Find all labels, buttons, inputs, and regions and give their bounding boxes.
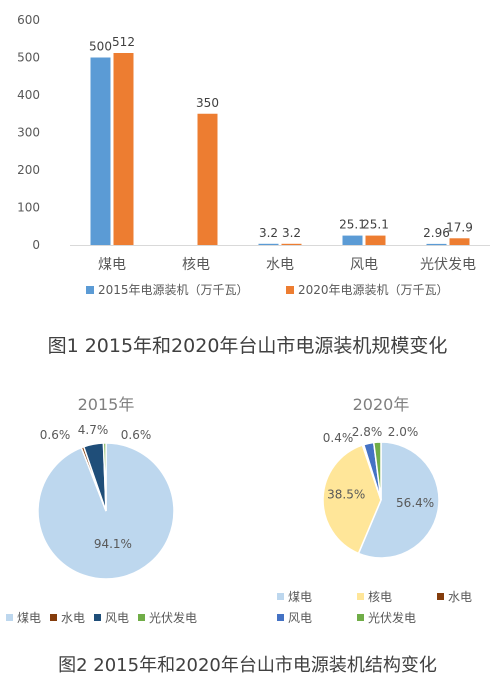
pie-data-label: 2.8% bbox=[352, 425, 383, 439]
legend-swatch bbox=[277, 614, 284, 621]
pie-data-label: 94.1% bbox=[94, 537, 132, 551]
x-tick-label: 核电 bbox=[182, 257, 210, 273]
legend-label: 风电 bbox=[105, 611, 129, 625]
pie-data-label: 4.7% bbox=[78, 423, 109, 437]
legend-swatch bbox=[357, 593, 364, 600]
legend-label: 风电 bbox=[288, 611, 312, 625]
bar-value-label: 3.2 bbox=[282, 226, 301, 240]
bar-value-label: 500 bbox=[89, 40, 112, 54]
pie-slice bbox=[322, 444, 382, 555]
bar-2020 bbox=[113, 53, 134, 245]
y-tick-label: 0 bbox=[32, 238, 40, 252]
pie-title: 2015年 bbox=[78, 395, 135, 414]
x-tick-label: 水电 bbox=[266, 257, 294, 273]
bar-value-label: 3.2 bbox=[259, 226, 278, 240]
bar-2015 bbox=[426, 243, 447, 246]
legend-swatch bbox=[437, 593, 444, 600]
y-tick-label: 300 bbox=[17, 126, 40, 140]
legend-label: 煤电 bbox=[288, 590, 312, 604]
bar-2020 bbox=[449, 238, 470, 245]
x-tick-label: 光伏发电 bbox=[420, 257, 476, 273]
legend-swatch bbox=[277, 593, 284, 600]
legend-label: 水电 bbox=[61, 611, 85, 625]
legend-label: 核电 bbox=[368, 590, 392, 604]
y-tick-label: 400 bbox=[17, 88, 40, 102]
bar-2015 bbox=[90, 57, 111, 245]
bar-value-label: 2.96 bbox=[423, 226, 450, 240]
figure2-caption: 图2 2015年和2020年台山市电源装机结构变化 bbox=[58, 655, 437, 676]
bar-2020 bbox=[197, 113, 218, 245]
legend-swatch-2015 bbox=[86, 286, 94, 294]
legend-swatch bbox=[138, 614, 145, 621]
legend-swatch bbox=[50, 614, 57, 621]
pie-slice bbox=[372, 441, 382, 501]
pie-data-label: 0.4% bbox=[323, 431, 354, 445]
legend-swatch bbox=[6, 614, 13, 621]
legend-swatch bbox=[94, 614, 101, 621]
pie-title: 2020年 bbox=[353, 395, 410, 414]
pie-data-label: 0.6% bbox=[121, 428, 152, 442]
y-tick-label: 100 bbox=[17, 201, 40, 215]
bar-value-label: 512 bbox=[112, 35, 135, 49]
pie-slice bbox=[357, 441, 440, 559]
x-tick-label: 风电 bbox=[350, 257, 378, 273]
y-tick-label: 200 bbox=[17, 163, 40, 177]
y-tick-label: 600 bbox=[17, 13, 40, 27]
bar-value-label: 25.1 bbox=[362, 218, 389, 232]
bar-2020 bbox=[281, 243, 302, 245]
figure1-caption: 图1 2015年和2020年台山市电源装机规模变化 bbox=[47, 335, 448, 357]
pie-slice bbox=[102, 442, 107, 512]
pie-data-label: 2.0% bbox=[388, 425, 419, 439]
legend-label-2015: 2015年电源装机（万千瓦） bbox=[98, 283, 249, 297]
legend-label: 光伏发电 bbox=[368, 610, 416, 625]
bar-2015 bbox=[258, 243, 279, 245]
x-tick-label: 煤电 bbox=[98, 257, 126, 273]
bar-value-label: 350 bbox=[196, 96, 219, 110]
legend-swatch bbox=[357, 614, 364, 621]
bar-value-label: 17.9 bbox=[446, 220, 473, 234]
legend-label: 水电 bbox=[448, 590, 472, 604]
y-tick-label: 500 bbox=[17, 51, 40, 65]
bar-2020 bbox=[365, 235, 386, 245]
pie-data-label: 0.6% bbox=[40, 428, 71, 442]
pie-data-label: 56.4% bbox=[396, 496, 434, 510]
legend-label: 光伏发电 bbox=[149, 610, 197, 625]
legend-label: 煤电 bbox=[17, 611, 41, 625]
legend-label-2020: 2020年电源装机（万千瓦） bbox=[298, 283, 449, 297]
pie-charts: 2015年 94.1% 0.6% 4.7% 0.6% 2020年 56.4% 38.5% 0.4… bbox=[6, 395, 472, 625]
legend-swatch-2020 bbox=[286, 286, 294, 294]
bar-value-label: 25.1 bbox=[339, 218, 366, 232]
bar-2015 bbox=[342, 235, 363, 245]
pie-data-label: 38.5% bbox=[327, 488, 365, 502]
